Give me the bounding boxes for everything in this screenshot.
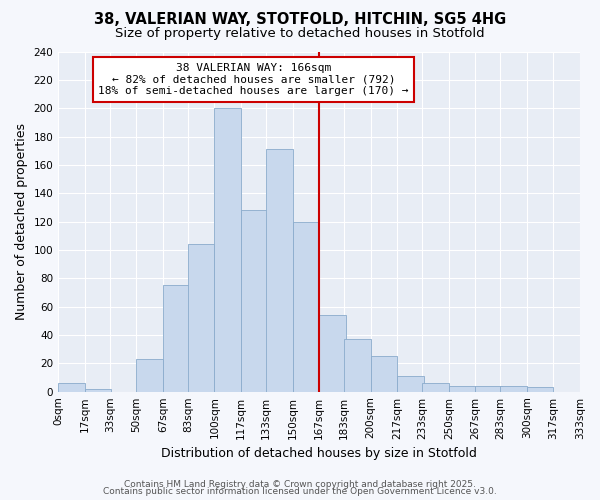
- Text: Size of property relative to detached houses in Stotfold: Size of property relative to detached ho…: [115, 28, 485, 40]
- Bar: [214, 108, 241, 392]
- Bar: [319, 315, 346, 392]
- Bar: [266, 150, 293, 392]
- Bar: [422, 383, 449, 392]
- Text: Contains HM Land Registry data © Crown copyright and database right 2025.: Contains HM Land Registry data © Crown c…: [124, 480, 476, 489]
- Text: Contains public sector information licensed under the Open Government Licence v3: Contains public sector information licen…: [103, 488, 497, 496]
- Bar: [58, 383, 85, 392]
- Y-axis label: Number of detached properties: Number of detached properties: [15, 123, 28, 320]
- Bar: [293, 222, 319, 392]
- Bar: [344, 339, 371, 392]
- Bar: [397, 376, 424, 392]
- X-axis label: Distribution of detached houses by size in Stotfold: Distribution of detached houses by size …: [161, 447, 477, 460]
- Bar: [241, 210, 268, 392]
- Text: 38 VALERIAN WAY: 166sqm
← 82% of detached houses are smaller (792)
18% of semi-d: 38 VALERIAN WAY: 166sqm ← 82% of detache…: [98, 63, 409, 96]
- Bar: [475, 386, 502, 392]
- Bar: [188, 244, 214, 392]
- Bar: [527, 388, 553, 392]
- Text: 38, VALERIAN WAY, STOTFOLD, HITCHIN, SG5 4HG: 38, VALERIAN WAY, STOTFOLD, HITCHIN, SG5…: [94, 12, 506, 28]
- Bar: [136, 359, 163, 392]
- Bar: [85, 389, 111, 392]
- Bar: [163, 286, 190, 392]
- Bar: [500, 386, 527, 392]
- Bar: [371, 356, 397, 392]
- Bar: [449, 386, 475, 392]
